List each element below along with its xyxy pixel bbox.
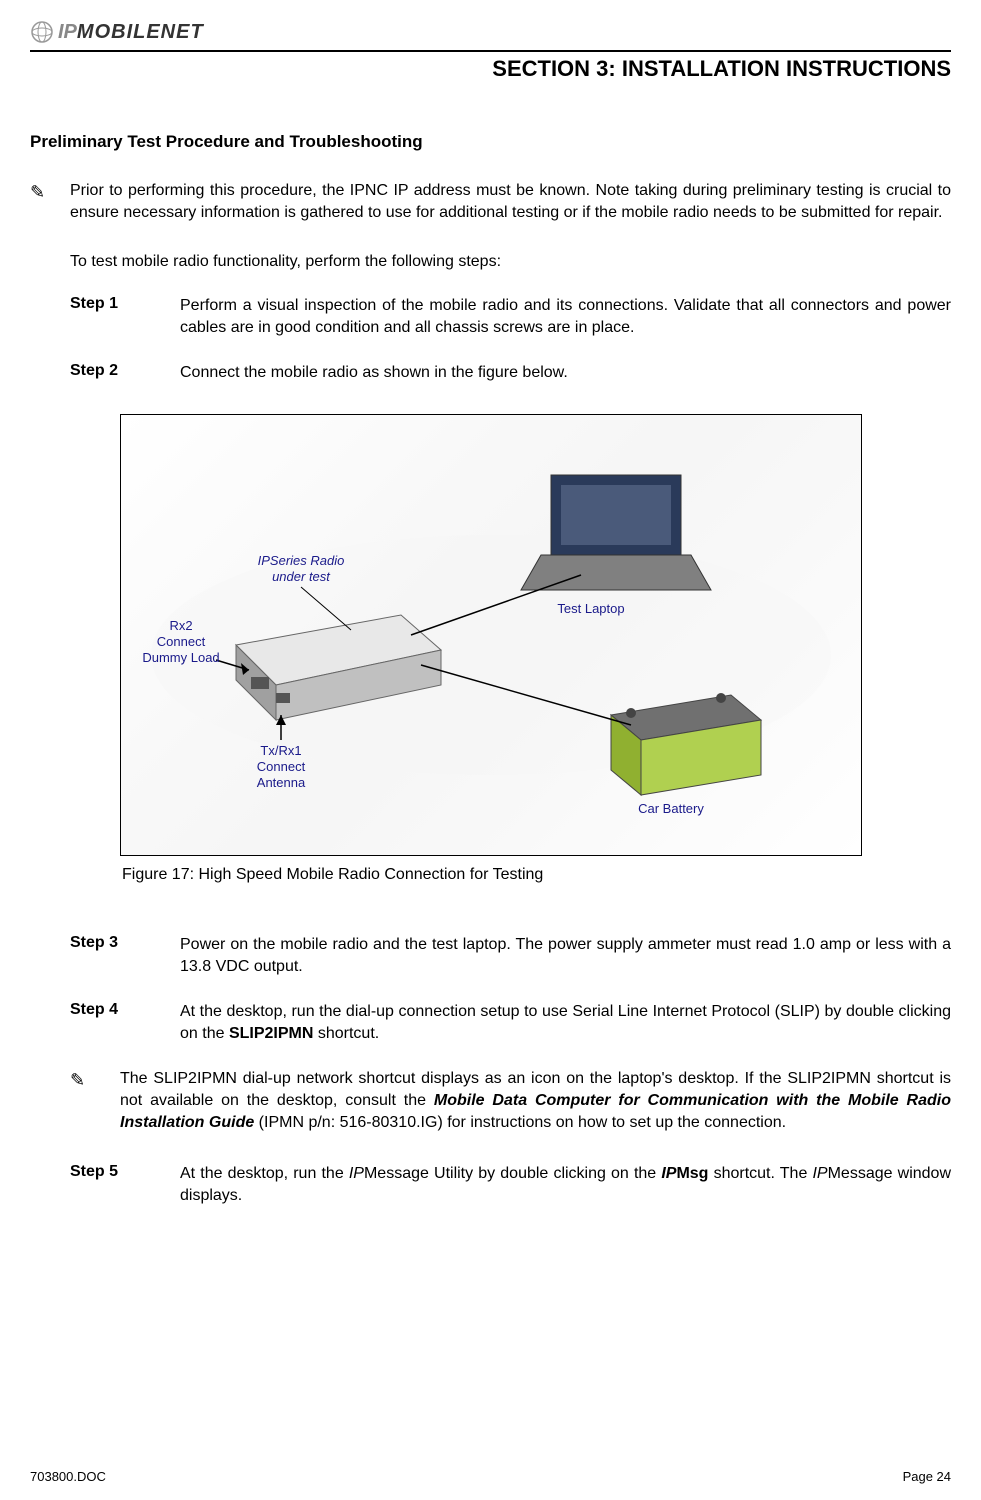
step-2-label: Step 2 [70,362,180,384]
logo-globe-icon [30,20,54,44]
note-slip-text: The SLIP2IPMN dial-up network shortcut d… [120,1068,951,1133]
fig-label-txrx-2: Connect [256,759,305,774]
fig-label-radio-1: IPSeries Radio [257,553,344,568]
step-1-label: Step 1 [70,295,180,338]
step-5: Step 5 At the desktop, run the IPMessage… [70,1163,951,1206]
figure-17: IPSeries Radio under test Test Laptop Rx… [120,414,862,856]
fig-label-rx2-2: Connect [156,634,205,649]
step-5-label: Step 5 [70,1163,180,1206]
step-3-label: Step 3 [70,934,180,977]
footer-page: Page 24 [903,1469,951,1484]
laptop-shape [521,475,711,590]
header-divider [30,50,951,52]
step-2-text: Connect the mobile radio as shown in the… [180,362,951,384]
intro-text: To test mobile radio functionality, perf… [70,253,951,271]
note-slip: ✎ The SLIP2IPMN dial-up network shortcut… [70,1068,951,1133]
logo-text: IPMOBILENET [58,21,204,44]
footer: 703800.DOC Page 24 [30,1469,951,1484]
step-5-text: At the desktop, run the IPMessage Utilit… [180,1163,951,1206]
figure-diagram: IPSeries Radio under test Test Laptop Rx… [121,415,861,855]
note-top-text: Prior to performing this procedure, the … [70,180,951,223]
step-1-text: Perform a visual inspection of the mobil… [180,295,951,338]
fig-label-laptop: Test Laptop [557,601,624,616]
logo: IPMOBILENET [30,20,951,44]
fig-label-battery: Car Battery [638,801,704,816]
step-4-label: Step 4 [70,1001,180,1044]
fig-label-txrx-1: Tx/Rx1 [260,743,301,758]
step-4-text: At the desktop, run the dial-up connecti… [180,1001,951,1044]
fig-label-rx2-3: Dummy Load [142,650,219,665]
step-2: Step 2 Connect the mobile radio as shown… [70,362,951,384]
subsection-title: Preliminary Test Procedure and Troublesh… [30,132,951,152]
fig-label-txrx-3: Antenna [256,775,305,790]
step-3-text: Power on the mobile radio and the test l… [180,934,951,977]
footer-doc: 703800.DOC [30,1469,106,1484]
pencil-icon: ✎ [30,180,70,203]
fig-label-rx2-1: Rx2 [169,618,192,633]
step-3: Step 3 Power on the mobile radio and the… [70,934,951,977]
step-4: Step 4 At the desktop, run the dial-up c… [70,1001,951,1044]
step-1: Step 1 Perform a visual inspection of th… [70,295,951,338]
note-top: ✎ Prior to performing this procedure, th… [30,180,951,223]
section-title: SECTION 3: INSTALLATION INSTRUCTIONS [30,56,951,82]
figure-caption: Figure 17: High Speed Mobile Radio Conne… [122,866,951,884]
fig-label-radio-2: under test [272,569,331,584]
pencil-icon: ✎ [70,1068,120,1091]
